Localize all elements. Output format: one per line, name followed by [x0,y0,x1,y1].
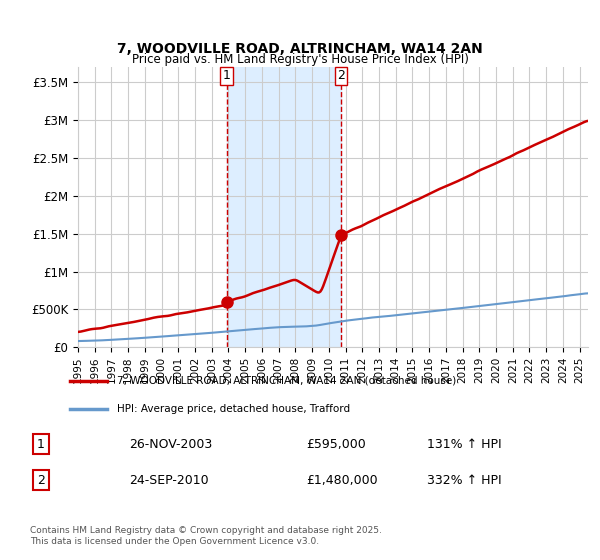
Text: Price paid vs. HM Land Registry's House Price Index (HPI): Price paid vs. HM Land Registry's House … [131,53,469,66]
Bar [227,67,341,347]
Text: 1: 1 [223,69,231,82]
Text: 1: 1 [37,437,45,451]
Text: Contains HM Land Registry data © Crown copyright and database right 2025.
This d: Contains HM Land Registry data © Crown c… [30,526,382,546]
Text: 24-SEP-2010: 24-SEP-2010 [130,474,209,487]
Text: 2: 2 [37,474,45,487]
Text: £595,000: £595,000 [306,437,366,451]
Text: 332% ↑ HPI: 332% ↑ HPI [427,474,502,487]
Text: 2: 2 [337,69,345,82]
Text: HPI: Average price, detached house, Trafford: HPI: Average price, detached house, Traf… [118,404,350,414]
Text: 131% ↑ HPI: 131% ↑ HPI [427,437,502,451]
Text: 7, WOODVILLE ROAD, ALTRINCHAM, WA14 2AN (detached house): 7, WOODVILLE ROAD, ALTRINCHAM, WA14 2AN … [118,376,457,386]
Text: 7, WOODVILLE ROAD, ALTRINCHAM, WA14 2AN: 7, WOODVILLE ROAD, ALTRINCHAM, WA14 2AN [117,42,483,56]
Text: £1,480,000: £1,480,000 [306,474,377,487]
Text: 26-NOV-2003: 26-NOV-2003 [130,437,212,451]
